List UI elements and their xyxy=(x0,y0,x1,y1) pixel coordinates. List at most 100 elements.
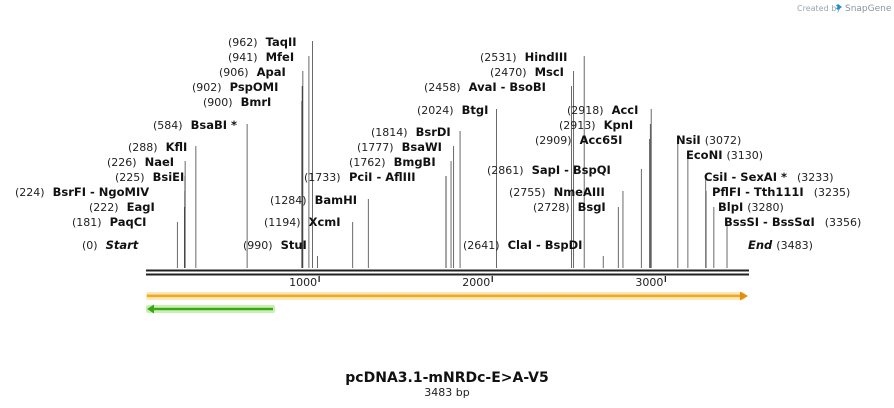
enzyme-label-apai[interactable]: (906) ApaI xyxy=(219,65,286,79)
cut-site-lines xyxy=(176,41,728,268)
enzyme-label-btgi[interactable]: (2024) BtgI xyxy=(417,103,488,117)
enzyme-label-paqci[interactable]: (181) PaqCI xyxy=(72,215,146,229)
enzyme-label-kpni[interactable]: (2913) KpnI xyxy=(559,118,633,132)
enzyme-name: Acc65I xyxy=(580,133,623,147)
enzyme-name: ApaI xyxy=(257,65,286,79)
enzyme-label-bmri[interactable]: (900) BmrI xyxy=(203,95,271,109)
enzyme-name: EcoNI xyxy=(686,148,722,162)
enzyme-label-pspomi[interactable]: (902) PspOMI xyxy=(192,80,278,94)
enzyme-label-bsrdi[interactable]: (1814) BsrDI xyxy=(371,125,451,139)
enzyme-label-stui[interactable]: (990) StuI xyxy=(243,238,307,252)
enzyme-label-bamhi[interactable]: (1284) BamHI xyxy=(270,193,357,207)
enzyme-pos: (2913) xyxy=(559,119,596,132)
enzyme-pos: (1733) xyxy=(304,171,341,184)
enzyme-label-kfli[interactable]: (288) KflI xyxy=(128,140,187,154)
enzyme-label-bsawi[interactable]: (1777) BsaWI xyxy=(357,140,442,154)
enzyme-label-csii[interactable]: CsiI - SexAI * (3233) xyxy=(704,170,834,184)
enzyme-pos: (2918) xyxy=(567,104,604,117)
enzyme-sep: - xyxy=(90,185,95,199)
enzyme-label-nsii[interactable]: NsiI (3072) xyxy=(676,133,741,147)
enzyme-label-start[interactable]: (0) Start xyxy=(82,238,139,252)
enzyme-name: NsiI xyxy=(676,133,701,147)
enzyme-pos: (288) xyxy=(128,141,158,154)
enzyme-pos: (0) xyxy=(82,239,98,252)
enzyme-label-mfei[interactable]: (941) MfeI xyxy=(228,50,294,64)
enzyme-label-pflfi[interactable]: PflFI - Tth111I (3235) xyxy=(712,185,850,199)
enzyme-label-acci[interactable]: (2918) AccI xyxy=(567,103,638,117)
enzyme-name: KflI xyxy=(166,140,188,154)
enzyme-name: PspOMI xyxy=(230,80,279,94)
backbone-top-strand xyxy=(146,269,749,272)
snapgene-logo-icon xyxy=(836,4,842,10)
enzyme-label-msci[interactable]: (2470) MscI xyxy=(490,65,564,79)
enzyme-label-hindiii[interactable]: (2531) HindIII xyxy=(480,50,567,64)
enzyme-pos: (584) xyxy=(153,119,183,132)
enzyme-name: AvaI xyxy=(469,80,497,94)
enzyme-pos: (3356) xyxy=(825,216,862,229)
enzyme-label-clai[interactable]: (2641) ClaI - BspDI xyxy=(463,238,582,252)
enzyme-name2: BsoBI xyxy=(509,80,546,94)
enzyme-name2: Tth111I xyxy=(754,185,804,199)
enzyme-name: PflFI xyxy=(712,185,741,199)
enzyme-pos: (2909) xyxy=(535,134,572,147)
feature-small-body xyxy=(153,307,273,311)
scale-ticks: 1000 2000 3000 xyxy=(289,276,667,289)
enzyme-pos: (225) xyxy=(115,171,145,184)
enzyme-label-xcmi[interactable]: (1194) XcmI xyxy=(264,215,341,229)
enzyme-pos: (222) xyxy=(89,201,119,214)
enzyme-name: BsrDI xyxy=(416,125,451,139)
enzyme-pos: (2458) xyxy=(424,81,461,94)
enzyme-pos: (1814) xyxy=(371,126,408,139)
backbone-bottom-strand xyxy=(146,273,749,276)
enzyme-name: BsaBI * xyxy=(191,118,237,132)
enzyme-pos: (3280) xyxy=(747,201,784,214)
enzyme-name: EagI xyxy=(127,200,155,214)
enzyme-label-acc65i[interactable]: (2909) Acc65I xyxy=(535,133,622,147)
enzyme-label-bsgi[interactable]: (2728) BsgI xyxy=(533,200,606,214)
feature-main[interactable] xyxy=(146,291,748,301)
enzyme-pos: (3233) xyxy=(797,171,834,184)
enzyme-label-eagi[interactable]: (222) EagI xyxy=(89,200,155,214)
enzyme-label-bmgbi[interactable]: (1762) BmgBI xyxy=(349,155,436,169)
enzyme-label-bsabi[interactable]: (584) BsaBI * xyxy=(153,118,237,132)
enzyme-pos: (1194) xyxy=(264,216,301,229)
enzyme-pos: (906) xyxy=(219,66,249,79)
feature-main-arrow-icon xyxy=(740,291,748,301)
plasmid-length: 3483 bp xyxy=(424,386,469,399)
enzyme-label-sapi[interactable]: (2861) SapI - BspQI xyxy=(487,163,611,177)
enzyme-label-pcii[interactable]: PciI - AflIII xyxy=(349,170,416,184)
enzyme-label-naei[interactable]: (226) NaeI xyxy=(107,155,174,169)
enzyme-sep: - xyxy=(376,170,381,184)
enzyme-label-bsiei[interactable]: (225) BsiEI xyxy=(115,170,184,184)
scale-tick-label: 3000 xyxy=(635,276,663,289)
enzyme-label-bsrfi[interactable]: (224) BsrFI - NgoMIV xyxy=(15,185,149,199)
enzyme-name: NmeAIII xyxy=(554,185,605,199)
enzyme-label-avai[interactable]: (2458) AvaI - BsoBI xyxy=(424,80,546,94)
enzyme-label-taqii[interactable]: (962) TaqII xyxy=(228,35,297,49)
enzyme-label-end[interactable]: End (3483) xyxy=(748,238,813,252)
enzyme-name: TaqII xyxy=(266,35,297,49)
enzyme-pos: (181) xyxy=(72,216,102,229)
enzyme-label-pos-only[interactable]: (1733) xyxy=(304,171,341,184)
enzyme-name: SapI xyxy=(532,163,561,177)
credit-brand: SnapGene xyxy=(845,4,892,14)
enzyme-label-econi[interactable]: EcoNI (3130) xyxy=(686,148,763,162)
enzyme-pos: (3072) xyxy=(705,134,742,147)
enzyme-label-blpi[interactable]: BlpI (3280) xyxy=(718,200,784,214)
enzyme-name: BssSI xyxy=(724,215,759,229)
backbone xyxy=(146,269,749,276)
enzyme-sep: - xyxy=(536,238,541,252)
enzyme-pos: (1284) xyxy=(270,194,307,207)
enzyme-pos: (2755) xyxy=(509,186,546,199)
enzyme-name: MscI xyxy=(535,65,564,79)
enzyme-name: BtgI xyxy=(462,103,489,117)
enzyme-name: MfeI xyxy=(266,50,295,64)
enzyme-name: BlpI xyxy=(718,200,743,214)
enzyme-labels: (0) Start (181) PaqCI(222) EagI(224) BsrFI - Ng… xyxy=(15,35,861,252)
feature-small[interactable] xyxy=(146,304,275,314)
enzyme-name: BsiEI xyxy=(153,170,185,184)
credit-prefix: Created by xyxy=(797,4,841,13)
enzyme-label-bsssi[interactable]: BssSI - BssSαI (3356) xyxy=(724,215,861,229)
enzyme-name: PciI xyxy=(349,170,372,184)
enzyme-label-nmeaiii[interactable]: (2755) NmeAIII xyxy=(509,185,605,199)
